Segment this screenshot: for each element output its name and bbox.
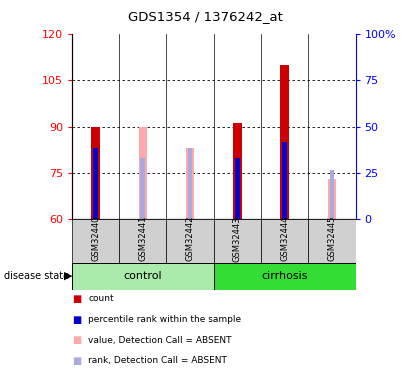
Bar — [141, 158, 145, 219]
Bar — [91, 127, 100, 219]
Bar — [119, 219, 166, 262]
Bar — [72, 219, 119, 262]
Bar — [330, 170, 334, 219]
Text: GSM32442: GSM32442 — [186, 216, 194, 261]
Text: control: control — [124, 271, 162, 281]
Text: GSM32441: GSM32441 — [139, 216, 147, 261]
Bar — [166, 219, 214, 262]
Bar — [214, 219, 261, 262]
Bar — [233, 123, 242, 219]
Text: ■: ■ — [72, 315, 81, 324]
Bar — [93, 148, 98, 219]
Bar — [214, 262, 356, 290]
Bar — [261, 219, 308, 262]
Text: ▶: ▶ — [64, 271, 72, 281]
Bar — [280, 65, 289, 219]
Text: percentile rank within the sample: percentile rank within the sample — [88, 315, 242, 324]
Text: count: count — [88, 294, 114, 303]
Text: value, Detection Call = ABSENT: value, Detection Call = ABSENT — [88, 336, 232, 345]
Text: ■: ■ — [72, 335, 81, 345]
Text: GSM32445: GSM32445 — [328, 216, 336, 261]
Bar — [188, 148, 192, 219]
Text: GSM32440: GSM32440 — [91, 216, 100, 261]
Text: GSM32444: GSM32444 — [280, 216, 289, 261]
Bar — [328, 179, 336, 219]
Bar — [139, 127, 147, 219]
Bar — [282, 142, 287, 219]
Text: cirrhosis: cirrhosis — [261, 271, 308, 281]
Bar — [72, 262, 214, 290]
Text: GSM32443: GSM32443 — [233, 216, 242, 261]
Bar — [235, 158, 240, 219]
Text: rank, Detection Call = ABSENT: rank, Detection Call = ABSENT — [88, 356, 227, 365]
Text: ■: ■ — [72, 356, 81, 366]
Text: ■: ■ — [72, 294, 81, 304]
Text: GDS1354 / 1376242_at: GDS1354 / 1376242_at — [128, 10, 283, 23]
Bar — [186, 148, 194, 219]
Bar — [308, 219, 356, 262]
Text: disease state: disease state — [4, 271, 69, 281]
